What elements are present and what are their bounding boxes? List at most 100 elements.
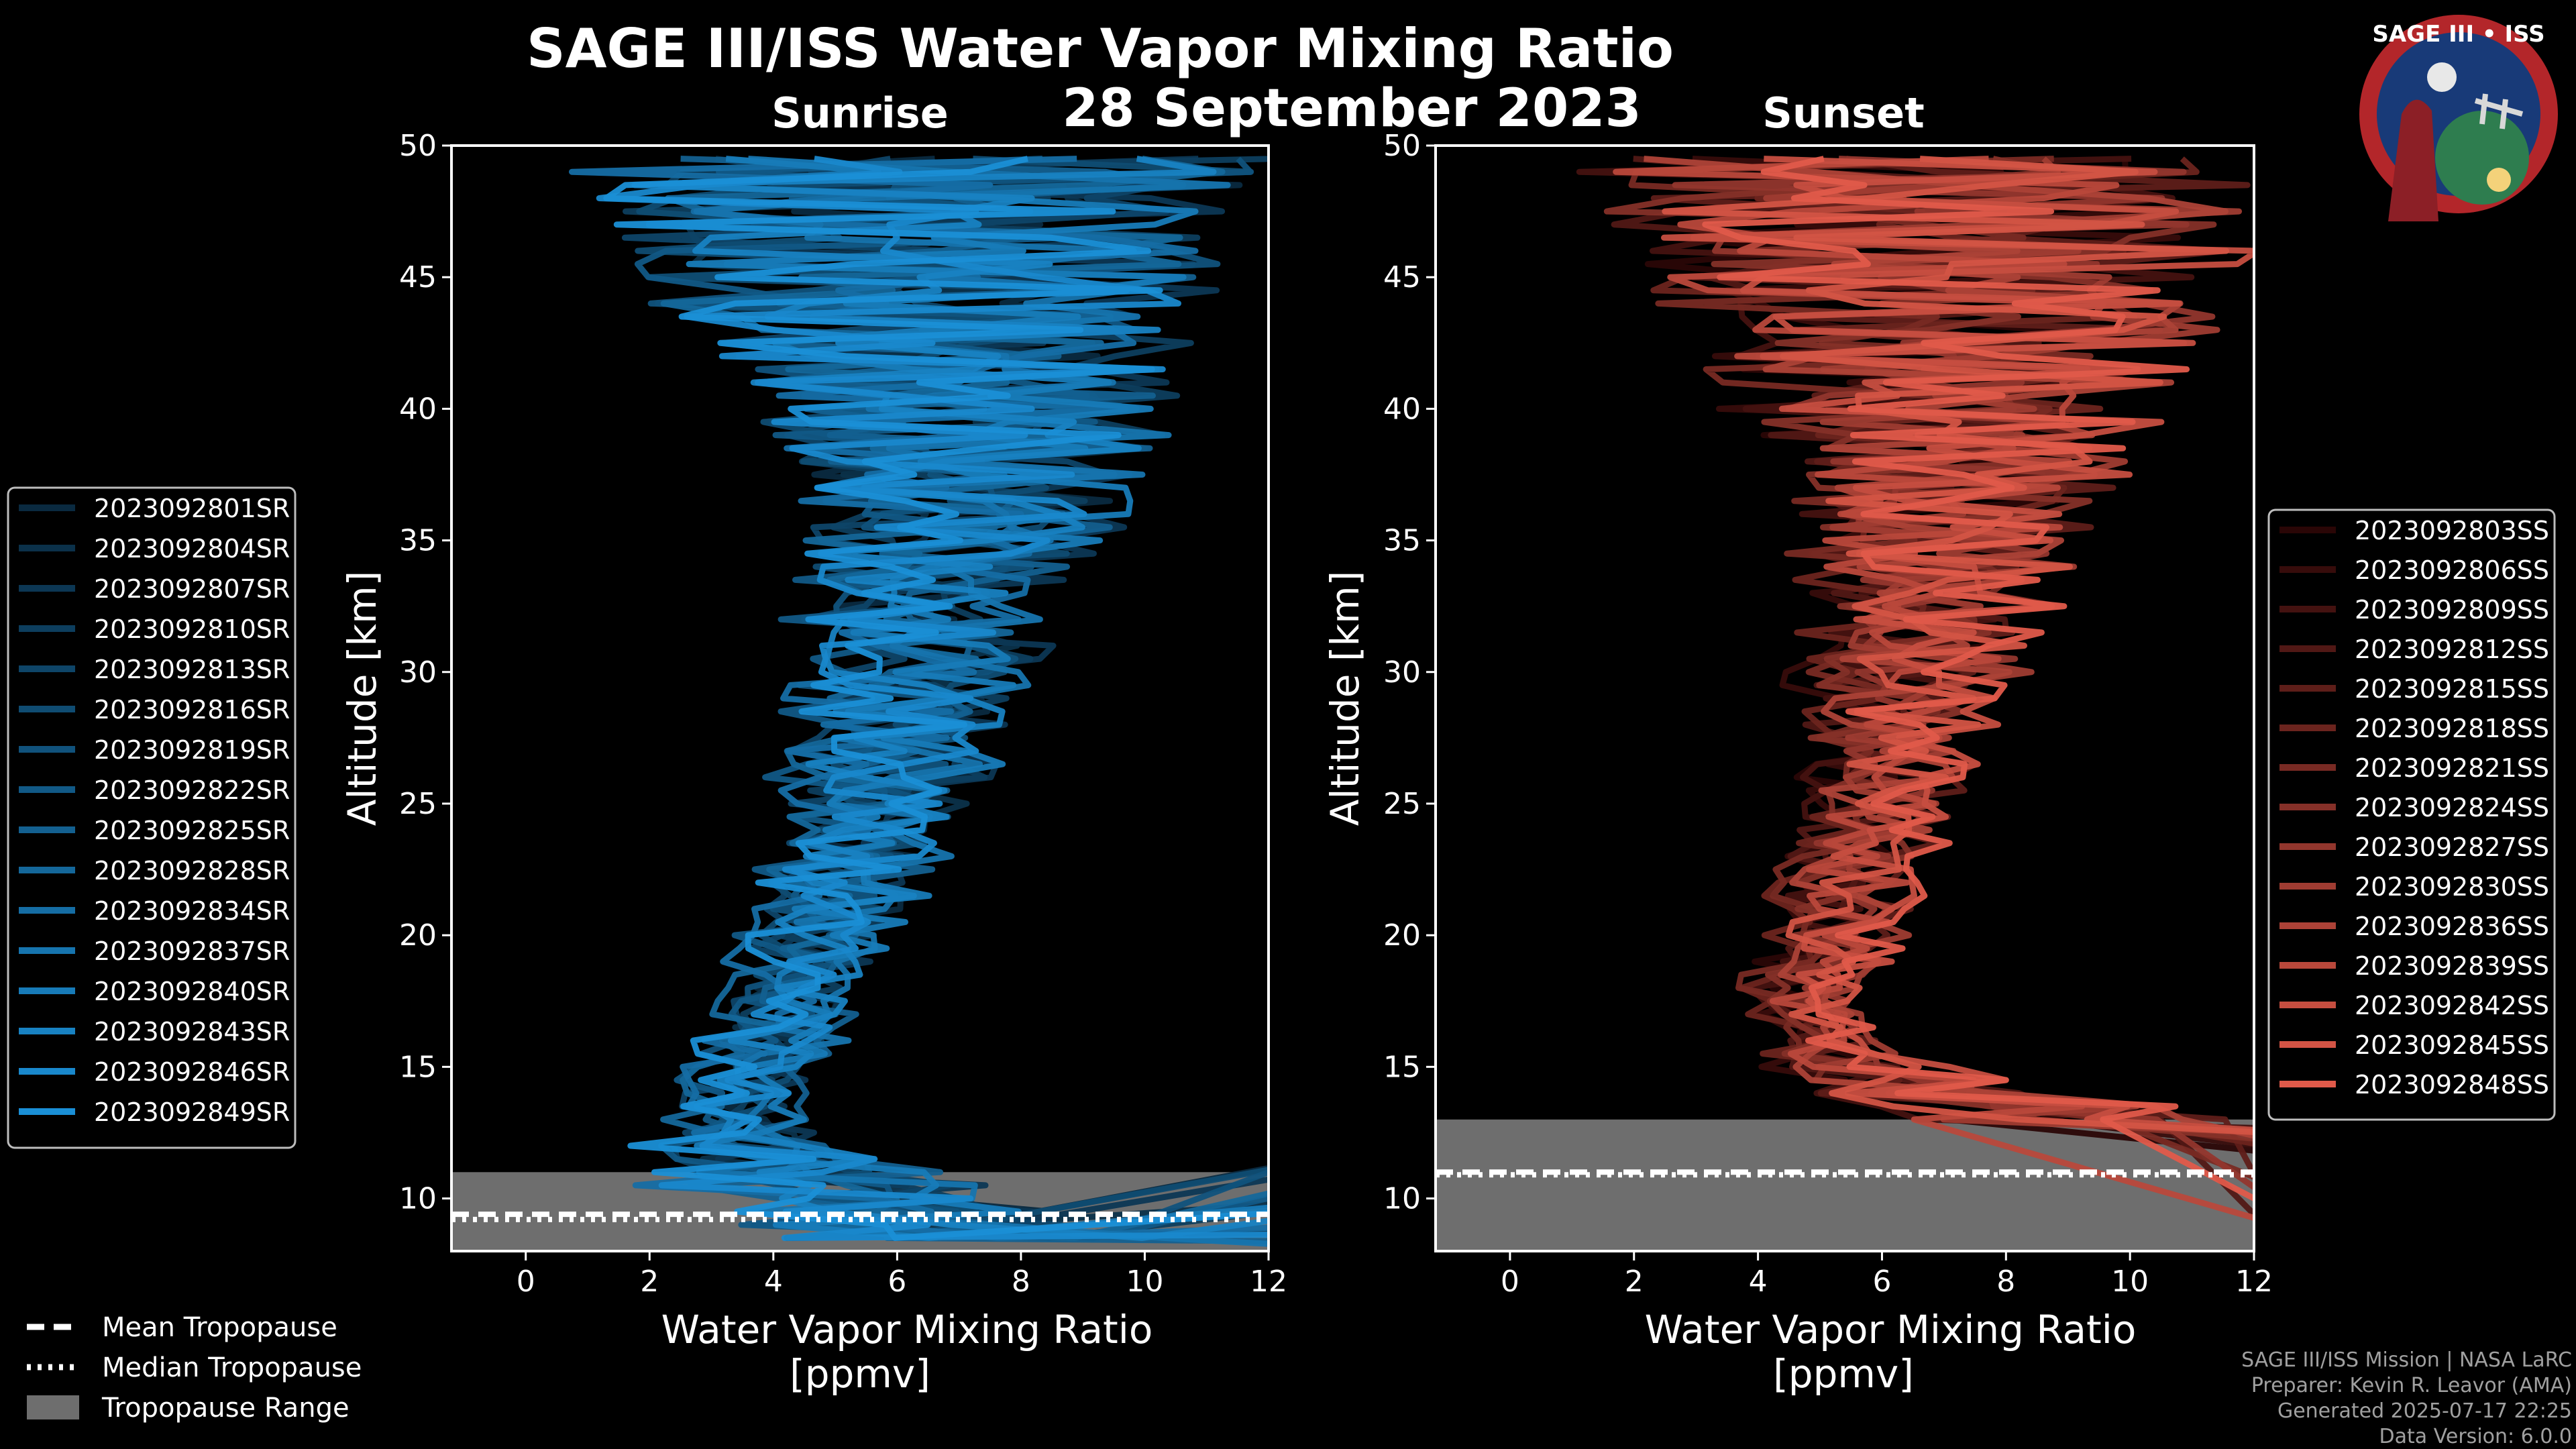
x-tick-label: 6 — [888, 1265, 906, 1299]
profile-line-2023092836SS — [1644, 156, 2254, 1139]
y-tick-label: 30 — [399, 655, 437, 690]
sunset-x-axis-label: Water Vapor Mixing Ratio — [1645, 1307, 2137, 1352]
legend-label-2023092846SR: 2023092846SR — [94, 1057, 290, 1087]
sunrise-panel-title: Sunrise — [771, 89, 949, 138]
footer-line-mission: SAGE III/ISS Mission | NASA LaRC — [2241, 1348, 2572, 1372]
y-tick-label: 25 — [399, 787, 437, 821]
x-tick-label: 0 — [517, 1265, 535, 1299]
legend-label-2023092827SS: 2023092827SS — [2355, 833, 2549, 862]
logo-title-text: SAGE III • ISS — [2372, 21, 2544, 48]
x-tick-label: 2 — [640, 1265, 659, 1299]
y-tick-label: 45 — [399, 260, 437, 294]
y-tick-label: 40 — [399, 392, 437, 426]
legend-label-2023092842SS: 2023092842SS — [2355, 991, 2549, 1020]
footer-line-generated: Generated 2025-07-17 22:25 — [2277, 1399, 2572, 1423]
sunrise-x-axis-label: Water Vapor Mixing Ratio — [661, 1307, 1153, 1352]
x-tick-label: 10 — [2111, 1265, 2149, 1299]
legend-label-2023092818SS: 2023092818SS — [2355, 714, 2549, 743]
sunrise-panel: 0 2 4 6 8 10 12 10 15 20 25 30 35 40 45 50 Altitude [km… — [339, 129, 1287, 1397]
logo-earth — [2435, 111, 2529, 205]
legend-swatch-tropopause-range — [27, 1395, 79, 1419]
figure-title: SAGE III/ISS Water Vapor Mixing Ratio — [527, 17, 1674, 80]
legend-label-2023092840SR: 2023092840SR — [94, 977, 290, 1006]
legend-label-2023092812SS: 2023092812SS — [2355, 635, 2549, 664]
y-tick-label: 50 — [1383, 129, 1421, 163]
sunset-y-axis-label: Altitude [km] — [1322, 571, 1368, 826]
legend-label-2023092819SR: 2023092819SR — [94, 735, 290, 765]
x-tick-label: 6 — [1872, 1265, 1891, 1299]
sunset-panel-title: Sunset — [1762, 89, 1925, 138]
legend-label-2023092849SR: 2023092849SR — [94, 1097, 290, 1127]
logo-iss-station — [2474, 93, 2524, 129]
sunset-x-axis-unit: [ppmv] — [1773, 1351, 1914, 1397]
profile-line-2023092846SR — [596, 156, 1269, 1241]
profile-line-2023092845SS — [1662, 156, 2254, 1136]
x-tick-label: 8 — [1012, 1265, 1030, 1299]
x-tick-label: 4 — [764, 1265, 783, 1299]
sunset-axis-ticks: 0 2 4 6 8 10 12 10 15 20 25 30 35 40 45 50 — [1383, 129, 2273, 1299]
legend-label-2023092807SR: 2023092807SR — [94, 574, 290, 604]
logo-sun — [2487, 168, 2511, 192]
y-tick-label: 35 — [399, 524, 437, 558]
legend-label-2023092809SS: 2023092809SS — [2355, 595, 2549, 625]
footer-credits: SAGE III/ISS Mission | NASA LaRC Prepare… — [2241, 1348, 2572, 1448]
legend-label-2023092845SS: 2023092845SS — [2355, 1030, 2549, 1060]
footer-line-version: Data Version: 6.0.0 — [2379, 1425, 2572, 1448]
x-tick-label: 12 — [1250, 1265, 1287, 1299]
legend-label-tropopause: Median Tropopause — [102, 1352, 362, 1383]
legend-label-2023092837SR: 2023092837SR — [94, 936, 290, 966]
sage-iii-iss-logo: SAGE III • ISS — [2359, 15, 2558, 221]
y-tick-label: 20 — [1383, 918, 1421, 953]
x-tick-label: 0 — [1501, 1265, 1519, 1299]
sunset-tropopause-layer — [1436, 1119, 2254, 1251]
y-tick-label: 10 — [1383, 1182, 1421, 1216]
legend-label-2023092821SS: 2023092821SS — [2355, 753, 2549, 783]
sunrise-x-axis-unit: [ppmv] — [790, 1351, 930, 1397]
y-tick-label: 45 — [1383, 260, 1421, 294]
sunrise-axis-ticks: 0 2 4 6 8 10 12 10 15 20 25 30 35 40 45 50 — [399, 129, 1287, 1299]
legend-label-2023092834SR: 2023092834SR — [94, 896, 290, 926]
legend-label-2023092806SS: 2023092806SS — [2355, 555, 2549, 585]
y-tick-label: 20 — [399, 918, 437, 953]
profile-line-2023092848SS — [1702, 156, 2254, 1202]
y-tick-label: 15 — [1383, 1050, 1421, 1084]
tropopause-legend: Mean Tropopause Median Tropopause Tropopau… — [27, 1312, 362, 1424]
legend-label-2023092822SR: 2023092822SR — [94, 775, 290, 805]
legend-label-2023092830SS: 2023092830SS — [2355, 872, 2549, 902]
legend-label-2023092836SS: 2023092836SS — [2355, 912, 2549, 941]
x-tick-label: 4 — [1749, 1265, 1768, 1299]
y-tick-label: 50 — [399, 129, 437, 163]
legend-label-2023092848SS: 2023092848SS — [2355, 1070, 2549, 1099]
sunrise-y-axis-label: Altitude [km] — [339, 571, 385, 826]
legend-label-2023092828SR: 2023092828SR — [94, 856, 290, 885]
legend-label-2023092824SS: 2023092824SS — [2355, 793, 2549, 822]
x-tick-label: 10 — [1126, 1265, 1163, 1299]
legend-label-2023092843SR: 2023092843SR — [94, 1017, 290, 1046]
legend-label-2023092801SR: 2023092801SR — [94, 494, 290, 523]
profile-line-2023092830SS — [1690, 156, 2254, 1136]
logo-sage-figure — [2388, 99, 2438, 221]
sunset-legend: 2023092803SS 2023092806SS 2023092809SS 2023… — [2267, 508, 2556, 1121]
sunrise-legend: 2023092801SR 2023092804SR 2023092807SR 2023… — [7, 486, 297, 1149]
profile-line-2023092849SR — [603, 156, 1269, 1241]
sunset-tropopause-lines — [1436, 1169, 2254, 1178]
legend-box — [2267, 508, 2556, 1121]
legend-label-2023092815SS: 2023092815SS — [2355, 674, 2549, 704]
sunset-profile-lines — [1576, 156, 2254, 1222]
sunrise-profile-lines — [569, 156, 1269, 1247]
legend-label-2023092803SS: 2023092803SS — [2355, 516, 2549, 545]
logo-moon — [2427, 62, 2457, 92]
legend-label-2023092813SR: 2023092813SR — [94, 655, 290, 684]
tropopause-range-patch — [1436, 1119, 2254, 1251]
figure-date: 28 September 2023 — [1062, 78, 1642, 139]
legend-label-2023092804SR: 2023092804SR — [94, 534, 290, 564]
legend-label-2023092810SR: 2023092810SR — [94, 614, 290, 644]
legend-label-tropopause: Mean Tropopause — [102, 1312, 337, 1343]
x-tick-label: 8 — [1996, 1265, 2015, 1299]
y-tick-label: 40 — [1383, 392, 1421, 426]
y-tick-label: 10 — [399, 1182, 437, 1216]
sunrise-tropopause-lines — [451, 1212, 1269, 1222]
footer-line-preparer: Preparer: Kevin R. Leavor (AMA) — [2251, 1374, 2572, 1397]
sunset-axes-frame — [1434, 144, 2255, 1252]
